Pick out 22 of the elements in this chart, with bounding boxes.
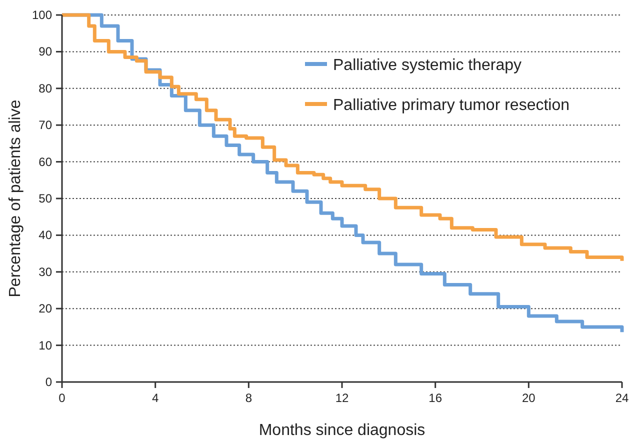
y-tick-label: 100 [32, 8, 52, 22]
legend-label: Palliative systemic therapy [333, 57, 522, 74]
x-tick-label: 4 [152, 391, 159, 405]
y-tick-label: 50 [38, 192, 52, 206]
x-tick-label: 16 [428, 391, 442, 405]
x-tick-label: 0 [58, 391, 66, 405]
y-tick-label: 70 [38, 118, 52, 132]
y-tick-label: 90 [38, 44, 52, 59]
x-tick-label: 24 [615, 391, 629, 405]
y-axis-title: Percentage of patients alive [7, 100, 24, 298]
x-axis-title: Months since diagnosis [258, 422, 426, 439]
x-tick-label: 8 [245, 391, 252, 405]
y-tick-label: 10 [38, 338, 52, 352]
y-tick-label: 20 [38, 302, 52, 316]
y-tick-label: 40 [38, 228, 52, 242]
x-tick-label: 20 [522, 391, 536, 405]
y-tick-label: 30 [38, 264, 52, 279]
x-tick-label: 12 [335, 391, 349, 405]
y-tick-label: 0 [45, 375, 52, 389]
y-tick-label: 60 [38, 154, 52, 169]
legend-label: Palliative primary tumor resection [333, 97, 570, 114]
y-tick-label: 80 [38, 81, 52, 96]
